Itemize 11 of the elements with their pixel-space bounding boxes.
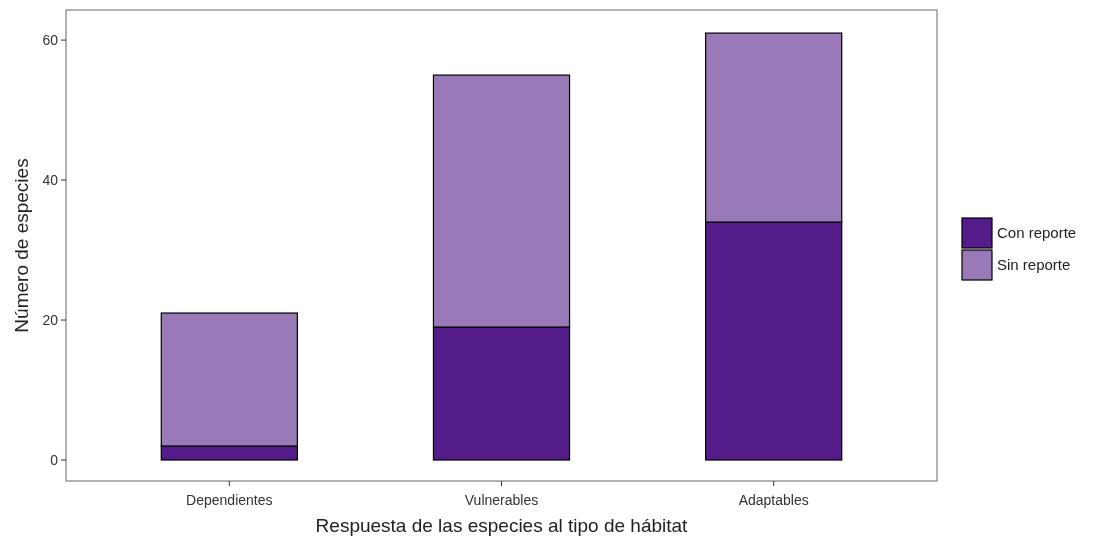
y-tick-label: 20 [42, 311, 59, 328]
y-axis-title: Número de especies [11, 158, 32, 333]
x-tick-label: Dependientes [186, 492, 273, 508]
legend-label: Sin reporte [997, 256, 1071, 274]
legend-label: Con reporte [997, 224, 1077, 242]
x-tick-label: Adaptables [738, 492, 809, 508]
x-tick-label: Vulnerables [464, 492, 539, 508]
y-tick-label: 40 [42, 171, 59, 188]
y-tick-label: 60 [42, 31, 59, 48]
x-axis-title: Respuesta de las especies al tipo de hábitat [315, 515, 689, 536]
y-tick-label: 0 [50, 451, 59, 468]
